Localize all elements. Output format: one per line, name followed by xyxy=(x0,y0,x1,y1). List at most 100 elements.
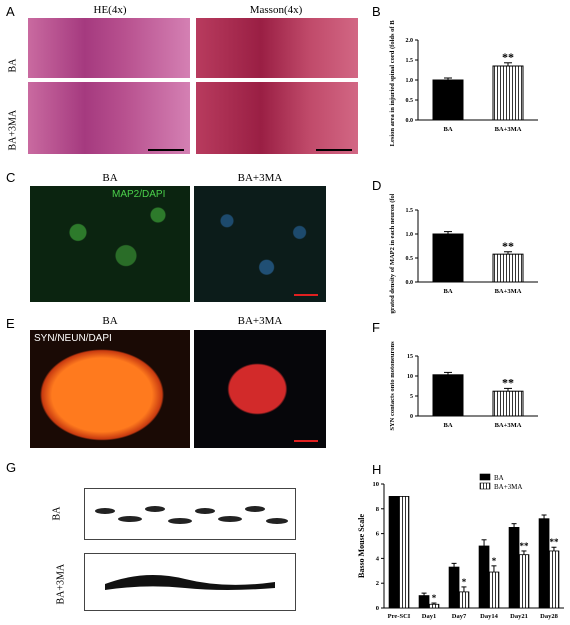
y-tick-label: 0.0 xyxy=(406,118,414,124)
y-tick-label: 0.5 xyxy=(406,98,414,104)
x-tick-label: Day28 xyxy=(540,613,558,620)
panel-a-col1-title: HE(4x) xyxy=(93,4,127,16)
he-3ma-image xyxy=(28,82,190,154)
chart-h: Basso Mouse Scale 0 2 4 6 8 10 Pre-SCI Day1 * Day7… xyxy=(357,473,564,620)
panel-label-d: D xyxy=(372,178,382,193)
map2-ba-image: MAP2/DAPI xyxy=(30,186,190,302)
y-axis-title: Lesion area in injuried spinal cord (fol… xyxy=(389,20,396,146)
gait-3ma-image xyxy=(84,553,296,611)
bar-ba-3ma xyxy=(518,554,530,609)
significance-marker: ** xyxy=(519,541,529,551)
y-tick-label: 1.0 xyxy=(406,78,414,84)
x-tick-label: Day21 xyxy=(510,613,528,620)
map2-3ma-image xyxy=(194,186,326,302)
x-tick-label: Pre-SCI xyxy=(388,613,411,620)
y-tick-label: 4 xyxy=(376,555,380,562)
scale-bar xyxy=(148,149,184,151)
legend-swatch xyxy=(479,473,491,481)
legend-swatch xyxy=(479,482,491,490)
bar-ba xyxy=(432,79,464,121)
y-tick-label: 10 xyxy=(373,481,380,488)
x-tick-label: Day14 xyxy=(480,613,498,620)
x-tick-label: Day1 xyxy=(422,613,436,620)
y-tick-label: 1.5 xyxy=(406,208,414,214)
significance-marker: ** xyxy=(502,50,514,64)
y-tick-label: 8 xyxy=(376,506,380,513)
footprint-pattern xyxy=(95,506,288,524)
bar-ba-3ma xyxy=(492,390,524,417)
bar-ba xyxy=(432,233,464,283)
y-tick-label: 0.0 xyxy=(406,280,414,286)
y-tick-label: 6 xyxy=(376,531,380,538)
y-tick-label: 0 xyxy=(376,605,379,612)
bar-ba xyxy=(538,518,550,609)
bar-ba xyxy=(418,595,430,609)
bar-ba xyxy=(508,527,520,609)
bar-ba xyxy=(432,374,464,417)
stain-label-map2: MAP2/DAPI xyxy=(112,189,166,200)
significance-marker: * xyxy=(462,577,467,587)
panel-label-h: H xyxy=(372,462,382,477)
x-tick-label: BA xyxy=(443,126,452,133)
significance-marker: * xyxy=(492,556,497,566)
panel-label-e: E xyxy=(6,316,15,331)
panel-g-row2-label: BA+3MA xyxy=(55,563,67,605)
chart-f: SYN contacts onto motoneurons 0 5 10 15 BA BA+… xyxy=(389,341,538,431)
bar-ba xyxy=(478,545,490,609)
bar-ba-3ma xyxy=(428,603,440,609)
y-tick-label: 15 xyxy=(407,354,413,360)
panel-c-col1-title: BA xyxy=(102,172,118,184)
panel-a-row1-label: BA xyxy=(7,58,19,73)
x-tick-label: Day7 xyxy=(452,613,467,620)
significance-marker: * xyxy=(432,593,437,603)
y-axis-title: Basso Mouse Scale xyxy=(357,514,366,578)
y-tick-label: 2.0 xyxy=(406,38,414,44)
panel-e-col1-title: BA xyxy=(102,315,118,327)
x-tick-label: BA xyxy=(443,288,452,295)
bar-ba xyxy=(448,566,460,609)
masson-ba-image xyxy=(196,18,358,78)
legend-label: BA xyxy=(494,474,504,482)
x-tick-label: BA+3MA xyxy=(495,288,522,295)
bar-ba-3ma xyxy=(398,495,410,609)
scale-bar xyxy=(294,440,318,442)
y-tick-label: 5 xyxy=(410,394,413,400)
he-ba-image xyxy=(28,18,190,78)
panel-label-f: F xyxy=(372,320,380,335)
panel-a-col2-title: Masson(4x) xyxy=(249,4,303,16)
gait-ba-image xyxy=(84,488,296,540)
bar-ba-3ma xyxy=(458,591,470,609)
significance-marker: ** xyxy=(549,537,559,547)
bar-ba-3ma xyxy=(548,550,560,609)
panel-c-col2-title: BA+3MA xyxy=(237,172,283,184)
scale-bar xyxy=(294,294,318,296)
chart-d: Integrated density of MAP2 in each neuro… xyxy=(389,194,538,314)
masson-3ma-image xyxy=(196,82,358,154)
x-tick-label: BA xyxy=(443,422,452,429)
bar-ba-3ma xyxy=(492,65,524,121)
y-axis-title: SYN contacts onto motoneurons xyxy=(389,341,396,431)
panel-label-g: G xyxy=(6,460,17,475)
significance-marker: ** xyxy=(502,375,514,389)
chart-b: Lesion area in injuried spinal cord (fol… xyxy=(389,20,538,146)
y-tick-label: 10 xyxy=(407,374,413,380)
bar-ba-3ma xyxy=(492,253,524,283)
stain-label-syn: SYN/NEUN/DAPI xyxy=(34,333,112,344)
y-tick-label: 0.5 xyxy=(406,256,414,262)
syn-3ma-image xyxy=(194,330,326,448)
panel-e-col2-title: BA+3MA xyxy=(237,315,283,327)
y-tick-label: 2 xyxy=(376,580,379,587)
panel-a-row2-label: BA+3MA xyxy=(7,109,19,151)
bar-ba xyxy=(388,495,400,609)
footprint-drag-pattern xyxy=(105,575,275,590)
panel-label-b: B xyxy=(372,4,381,19)
bar-ba-3ma xyxy=(488,571,500,609)
syn-ba-image: SYN/NEUN/DAPI xyxy=(30,330,190,448)
panel-label-c: C xyxy=(6,170,16,185)
panel-g-row1-label: BA xyxy=(51,506,63,521)
y-tick-label: 1.0 xyxy=(406,232,414,238)
panel-label-a: A xyxy=(6,4,15,19)
scale-bar xyxy=(316,149,352,151)
y-tick-label: 0 xyxy=(410,414,413,420)
y-tick-label: 1.5 xyxy=(406,58,414,64)
